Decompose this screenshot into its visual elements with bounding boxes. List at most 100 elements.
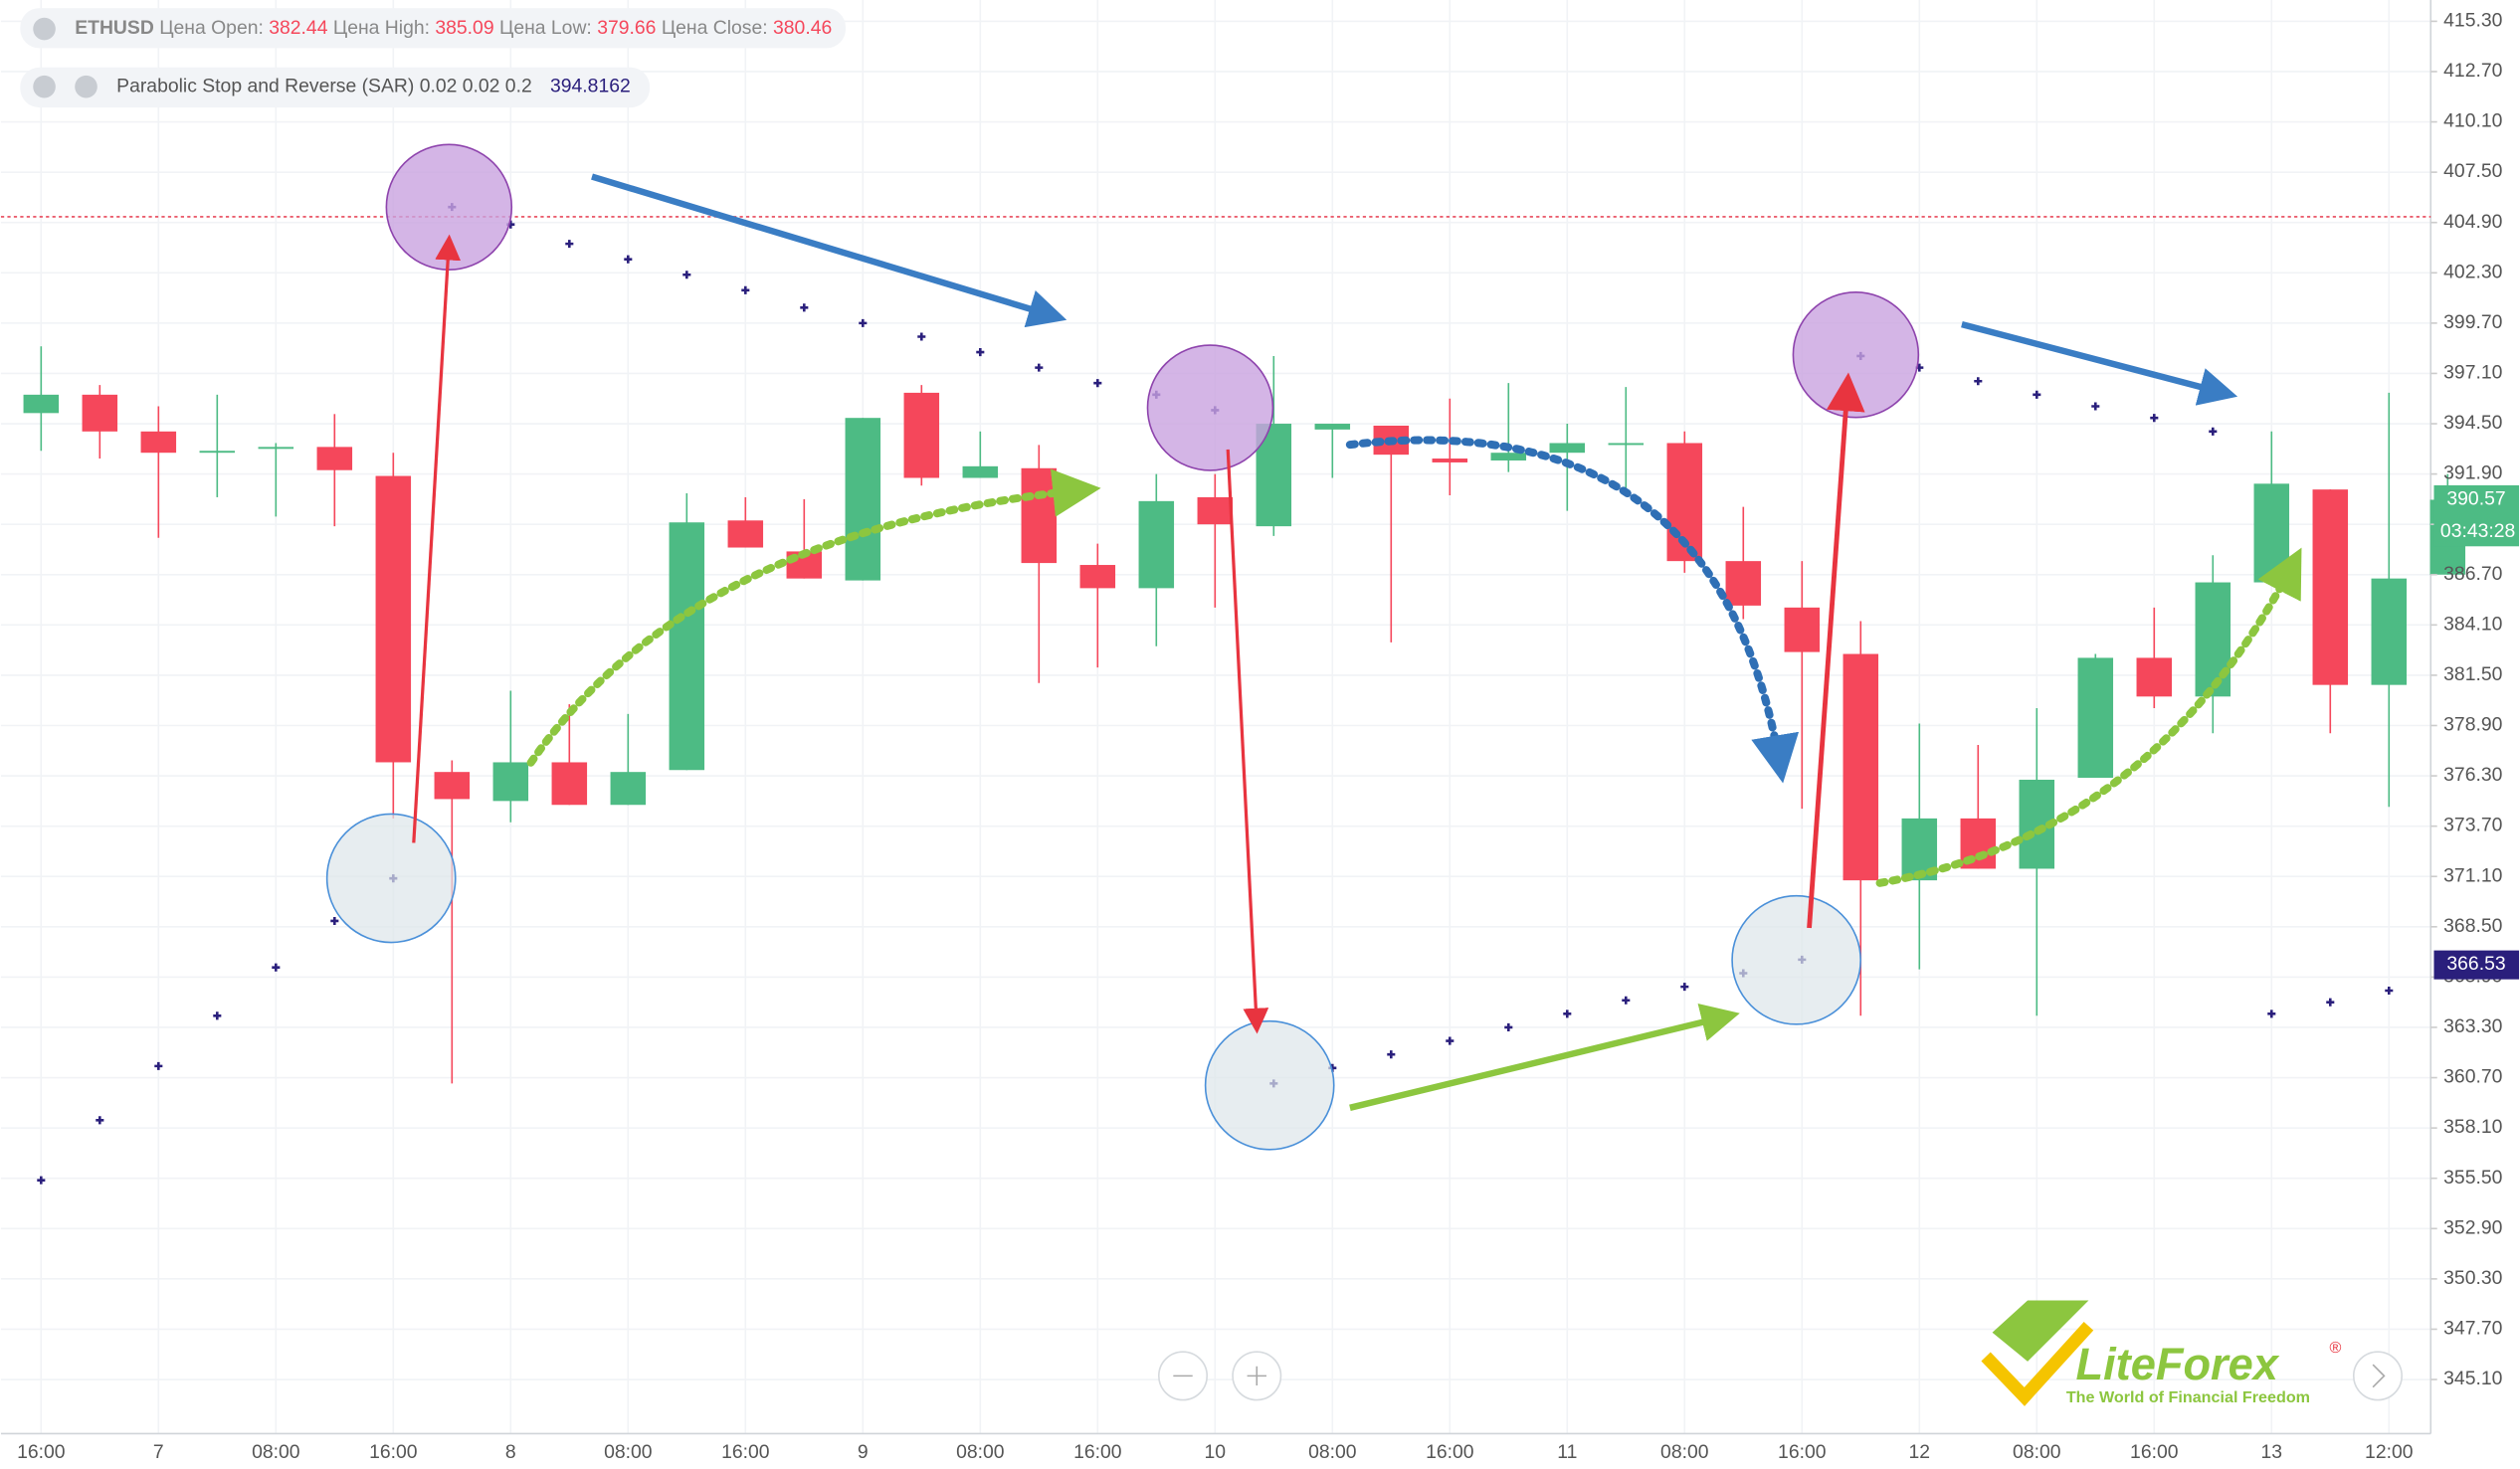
close-icon[interactable] bbox=[33, 75, 56, 98]
y-tick-label: 378.90 bbox=[2443, 714, 2502, 736]
sar-point bbox=[1387, 1050, 1396, 1059]
x-tick-label: 08:00 bbox=[604, 1441, 653, 1463]
candle-body bbox=[1549, 443, 1586, 454]
legend-label: Цена Close: bbox=[662, 17, 768, 39]
candle-body bbox=[1608, 443, 1645, 446]
highlight-circle bbox=[1792, 290, 1920, 419]
sar-point bbox=[2326, 998, 2335, 1007]
x-tick-label: 12 bbox=[1909, 1441, 1931, 1463]
x-tick-label: 8 bbox=[505, 1441, 516, 1463]
sar-point bbox=[2267, 1010, 2276, 1018]
candle-body bbox=[1490, 453, 1527, 460]
sar-point bbox=[2209, 427, 2218, 436]
countdown: 03:43:28 bbox=[2440, 520, 2515, 542]
sar-point bbox=[565, 240, 574, 249]
candle-body bbox=[962, 465, 999, 478]
y-tick-label: 376.30 bbox=[2443, 764, 2502, 786]
y-tick-label: 397.10 bbox=[2443, 362, 2502, 384]
logo-check bbox=[1981, 1321, 2094, 1406]
sar-point bbox=[213, 1011, 222, 1020]
scroll-right-icon bbox=[2372, 1364, 2386, 1388]
logo-icon bbox=[1992, 1300, 2089, 1362]
scroll-right-button[interactable] bbox=[2352, 1351, 2404, 1401]
candle-body bbox=[2371, 578, 2408, 685]
blue-arrow bbox=[1961, 320, 2238, 406]
y-tick-label: 345.10 bbox=[2443, 1368, 2502, 1389]
candle-body bbox=[551, 762, 588, 806]
y-tick-label: 352.90 bbox=[2443, 1216, 2502, 1238]
x-tick-label: 10 bbox=[1205, 1441, 1227, 1463]
legend-label: Цена Low: bbox=[499, 17, 592, 39]
indicator-name: Parabolic Stop and Reverse (SAR) 0.02 0.… bbox=[116, 75, 532, 96]
y-tick-label: 410.10 bbox=[2443, 110, 2502, 132]
sar-current: 366.53 bbox=[2446, 953, 2505, 975]
sar-point bbox=[976, 348, 985, 357]
green-dotted-arc bbox=[526, 468, 1101, 767]
sar-point bbox=[2385, 986, 2394, 996]
highlight-circle bbox=[1146, 344, 1274, 471]
sar-point bbox=[859, 318, 868, 327]
legend-bg bbox=[20, 8, 847, 49]
legend-value: 379.66 bbox=[597, 17, 656, 39]
x-tick-label: 7 bbox=[153, 1441, 164, 1463]
y-tick-label: 368.50 bbox=[2443, 915, 2502, 937]
y-tick-label: 407.50 bbox=[2443, 160, 2502, 182]
y-tick-label: 402.30 bbox=[2443, 261, 2502, 282]
x-tick-label: 12:00 bbox=[2365, 1441, 2414, 1463]
candle-body bbox=[82, 394, 118, 432]
highlight-circle bbox=[325, 813, 457, 944]
blue-dotted-arc bbox=[1345, 436, 1800, 784]
sar-point bbox=[1680, 983, 1689, 992]
brand-mark: ® bbox=[2330, 1339, 2342, 1357]
sar-point bbox=[154, 1061, 163, 1070]
candle-body bbox=[1021, 467, 1058, 564]
sar-point bbox=[682, 271, 691, 279]
candle-body bbox=[1314, 424, 1351, 430]
settings-icon[interactable] bbox=[33, 17, 56, 41]
y-tick-label: 363.30 bbox=[2443, 1015, 2502, 1037]
x-tick-label: 16:00 bbox=[1778, 1441, 1827, 1463]
candle-body bbox=[1784, 607, 1821, 652]
x-tick-label: 16:00 bbox=[369, 1441, 418, 1463]
y-tick-label: 358.10 bbox=[2443, 1116, 2502, 1138]
y-tick-label: 347.70 bbox=[2443, 1318, 2502, 1340]
candle-body bbox=[727, 520, 764, 548]
candle-body bbox=[2136, 657, 2173, 697]
candle-body bbox=[903, 392, 940, 478]
highlight-circle bbox=[1731, 894, 1862, 1025]
settings-icon[interactable] bbox=[75, 75, 97, 98]
y-tick-label: 394.50 bbox=[2443, 412, 2502, 434]
candle-body bbox=[434, 772, 471, 800]
y-tick-label: 386.70 bbox=[2443, 563, 2502, 585]
highlight-circle bbox=[1204, 1019, 1335, 1151]
annotations bbox=[325, 143, 2302, 1151]
candle-body bbox=[375, 475, 412, 763]
legend-value: 382.44 bbox=[269, 17, 327, 39]
x-tick-label: 08:00 bbox=[1308, 1441, 1357, 1463]
y-tick-label: 399.70 bbox=[2443, 311, 2502, 333]
x-tick-label: 16:00 bbox=[17, 1441, 66, 1463]
candle-body bbox=[2253, 483, 2290, 583]
sar-point bbox=[37, 1176, 46, 1185]
candle-body bbox=[492, 762, 529, 802]
candle-body bbox=[610, 772, 647, 806]
y-tick-label: 415.30 bbox=[2443, 10, 2502, 32]
sar-point bbox=[272, 963, 281, 972]
sar-point bbox=[2033, 390, 2041, 399]
x-tick-label: 08:00 bbox=[956, 1441, 1005, 1463]
sar-point bbox=[624, 255, 633, 264]
candle-body bbox=[669, 522, 705, 771]
x-tick-label: 16:00 bbox=[2130, 1441, 2179, 1463]
tagline: The World of Financial Freedom bbox=[2066, 1388, 2310, 1406]
zoom-in-icon bbox=[1247, 1366, 1266, 1386]
sar-tag-bg bbox=[2433, 950, 2520, 980]
sar-point bbox=[1563, 1010, 1572, 1018]
red-arrow bbox=[1226, 449, 1269, 1034]
y-tick-label: 412.70 bbox=[2443, 60, 2502, 82]
sar-point bbox=[1093, 379, 1102, 388]
candle-body bbox=[2312, 489, 2349, 685]
sar-point bbox=[917, 332, 926, 341]
legend-row: ETHUSD Цена Open: 382.44 Цена High: 385.… bbox=[75, 17, 832, 39]
sar-point bbox=[96, 1116, 104, 1125]
